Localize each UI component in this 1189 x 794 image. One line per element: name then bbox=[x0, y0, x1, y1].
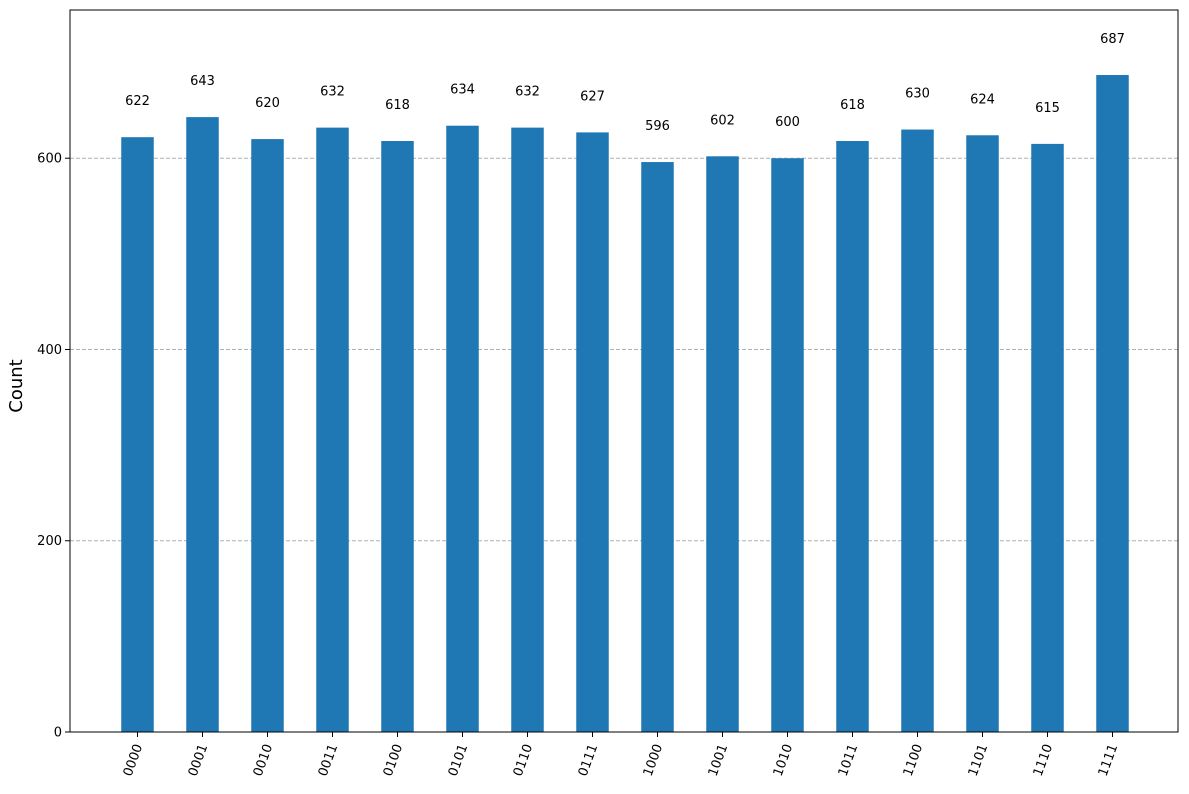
bar-value-label: 622 bbox=[125, 94, 150, 109]
y-axis-title: Count bbox=[6, 359, 27, 412]
bar-layer bbox=[121, 75, 1129, 733]
bar-1110 bbox=[1031, 143, 1064, 732]
bar-0001 bbox=[186, 117, 219, 733]
bar-1101 bbox=[966, 135, 999, 732]
bar-value-label: 630 bbox=[905, 87, 930, 102]
plot-frame bbox=[69, 9, 1179, 733]
grid-layer bbox=[70, 157, 1178, 542]
bar-value-label: 634 bbox=[450, 83, 475, 98]
bar-value-label: 643 bbox=[190, 74, 215, 89]
bar-1100 bbox=[901, 129, 934, 732]
bar-value-label: 687 bbox=[1100, 32, 1125, 47]
bar-value-label: 632 bbox=[320, 85, 345, 100]
bar-value-label: 618 bbox=[840, 98, 865, 113]
bar-0101 bbox=[446, 125, 479, 733]
bar-value-label: 618 bbox=[385, 98, 410, 113]
bar-value-label: 596 bbox=[645, 119, 670, 134]
y-tick-label: 200 bbox=[37, 534, 62, 549]
bar-0100 bbox=[381, 141, 414, 733]
bar-value-label: 624 bbox=[970, 92, 995, 107]
bar-0110 bbox=[511, 127, 544, 732]
bar-1011 bbox=[836, 141, 869, 733]
bar-0111 bbox=[576, 132, 609, 733]
bar-value-label: 615 bbox=[1035, 101, 1060, 116]
bar-0010 bbox=[251, 139, 284, 732]
bar-value-label: 632 bbox=[515, 85, 540, 100]
bar-1001 bbox=[706, 156, 739, 733]
bar-value-label: 600 bbox=[775, 115, 800, 130]
bar-1000 bbox=[641, 162, 674, 733]
label-layer: 622 643 620 632 618 634 632 627 596 602 600 618 630 6… bbox=[125, 32, 1125, 134]
bar-value-label: 620 bbox=[255, 96, 280, 111]
bar-value-label: 602 bbox=[710, 113, 735, 128]
y-tick-label: 600 bbox=[37, 152, 62, 167]
bar-value-label: 627 bbox=[580, 89, 605, 104]
bar-1111 bbox=[1096, 75, 1129, 732]
bar-0011 bbox=[316, 127, 349, 732]
y-tick-label: 0 bbox=[54, 726, 62, 741]
bar-1010 bbox=[771, 158, 804, 732]
bar-0000 bbox=[121, 137, 154, 732]
y-tick-label: 400 bbox=[37, 343, 62, 358]
